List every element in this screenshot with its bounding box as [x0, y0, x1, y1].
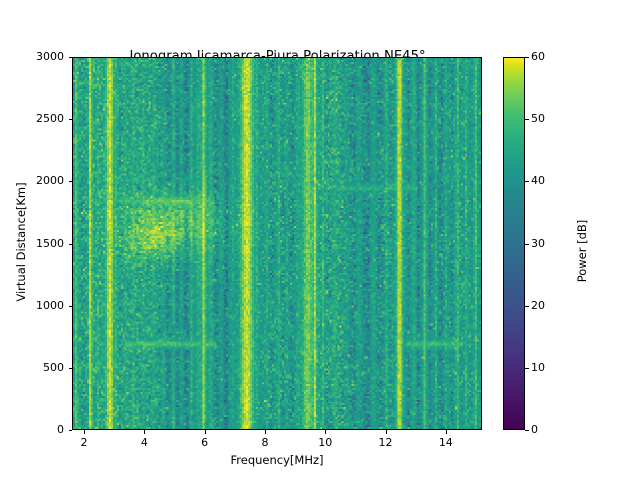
colorbar-tick-label: 50	[531, 112, 545, 126]
colorbar-tick-mark	[525, 430, 529, 431]
x-tick-mark	[264, 430, 266, 434]
y-tick-label: 3000	[36, 50, 64, 63]
x-tick-label: 4	[140, 436, 148, 449]
colorbar-tick-mark	[525, 181, 529, 183]
y-tick-mark	[68, 119, 72, 121]
colorbar-tick-label: 10	[531, 360, 545, 374]
x-tick-mark	[325, 430, 327, 434]
x-tick-mark	[84, 430, 86, 434]
y-axis-label: Virtual Distance[Km]	[14, 182, 28, 302]
y-tick-mark	[68, 181, 72, 183]
ionogram-heatmap	[73, 58, 481, 429]
x-tick-label: 2	[80, 436, 88, 449]
colorbar-label: Power [dB]	[575, 219, 589, 283]
heatmap-plot-area	[72, 57, 482, 430]
colorbar-tick-label: 30	[531, 236, 545, 250]
colorbar-tick-label: 60	[531, 50, 545, 63]
y-tick-mark	[68, 243, 72, 245]
colorbar-tick-mark	[525, 119, 529, 121]
x-tick-mark	[445, 430, 447, 434]
colorbar-tick-mark	[525, 305, 529, 307]
x-tick-label: 10	[318, 436, 333, 449]
y-tick-mark	[68, 367, 72, 369]
x-tick-label: 6	[201, 436, 209, 449]
y-tick-mark	[68, 305, 72, 307]
x-tick-mark	[204, 430, 206, 434]
y-tick-mark	[68, 57, 72, 58]
colorbar-tick-label: 40	[531, 174, 545, 188]
y-tick-label: 1500	[36, 236, 64, 250]
y-tick-label: 0	[57, 423, 64, 436]
y-tick-label: 2500	[36, 112, 64, 126]
y-tick-mark	[68, 430, 72, 431]
colorbar-tick-mark	[525, 367, 529, 369]
y-tick-label: 1000	[36, 298, 64, 312]
colorbar-tick-mark	[525, 243, 529, 245]
x-axis-label: Frequency[MHz]	[230, 453, 324, 467]
y-axis-ticks: 0 500 1000 1500 2000 2500 3000	[0, 0, 64, 480]
colorbar-gradient	[503, 57, 525, 430]
x-tick-label: 12	[378, 436, 393, 449]
x-tick-label: 14	[438, 436, 453, 449]
colorbar-tick-label: 0	[531, 423, 538, 436]
x-tick-mark	[385, 430, 387, 434]
x-tick-mark	[144, 430, 146, 434]
y-tick-label: 500	[43, 360, 64, 374]
y-tick-label: 2000	[36, 174, 64, 188]
colorbar-tick-label: 20	[531, 298, 545, 312]
x-tick-label: 8	[261, 436, 269, 449]
colorbar-tick-mark	[525, 57, 529, 58]
